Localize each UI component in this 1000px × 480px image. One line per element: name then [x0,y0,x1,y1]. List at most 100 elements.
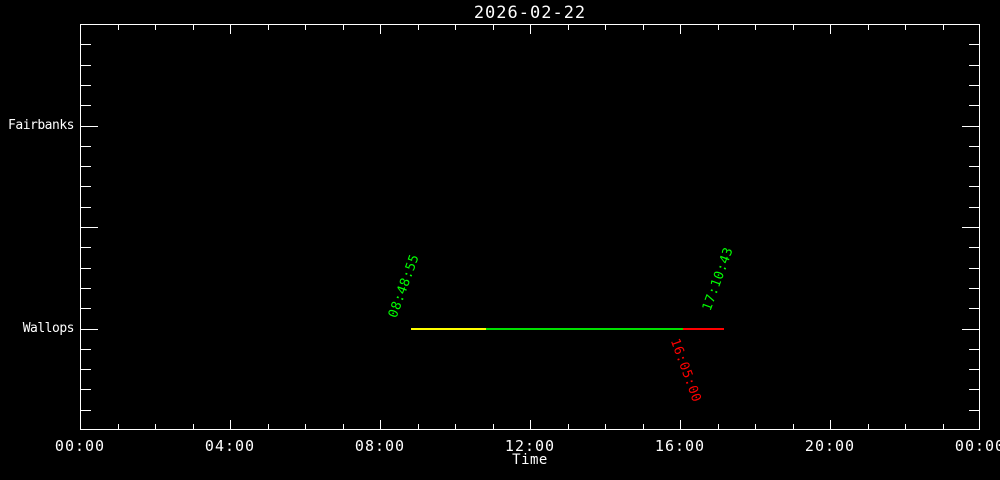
y-minor-tick [969,105,979,106]
y-major-tick [962,126,979,127]
x-minor-tick [755,25,756,30]
y-major-tick [81,126,98,127]
x-minor-tick [418,424,419,429]
y-minor-tick [969,389,979,390]
y-minor-tick [81,85,91,86]
x-minor-tick [418,25,419,30]
x-minor-tick [193,25,194,30]
x-minor-tick [118,424,119,429]
y-category-label-fairbanks: Fairbanks [8,117,74,133]
y-minor-tick [969,85,979,86]
plot-area [80,24,980,430]
x-major-tick [230,420,231,429]
x-minor-tick [905,25,906,30]
pass-segment [486,328,684,330]
x-major-tick [680,420,681,429]
y-minor-tick [81,207,91,208]
y-major-tick [81,227,98,228]
x-axis-title: Time [512,452,548,468]
x-minor-tick [793,424,794,429]
y-minor-tick [969,186,979,187]
x-major-tick [530,25,531,34]
x-minor-tick [493,25,494,30]
y-minor-tick [81,389,91,390]
y-minor-tick [81,44,91,45]
x-tick-label: 00:00 [954,437,1000,455]
x-major-tick [830,25,831,34]
y-minor-tick [81,105,91,106]
y-minor-tick [81,369,91,370]
x-minor-tick [605,25,606,30]
plot-title: 2026-02-22 [473,3,587,23]
x-minor-tick [643,25,644,30]
x-minor-tick [305,424,306,429]
x-minor-tick [343,424,344,429]
x-minor-tick [793,25,794,30]
y-minor-tick [969,410,979,411]
x-minor-tick [868,25,869,30]
x-tick-label: 04:00 [204,437,256,455]
x-major-tick [380,420,381,429]
y-minor-tick [81,186,91,187]
y-category-label-wallops: Wallops [22,320,75,336]
x-minor-tick [643,424,644,429]
x-tick-label: 00:00 [54,437,106,455]
y-major-tick [962,329,979,330]
x-minor-tick [718,25,719,30]
x-major-tick [830,420,831,429]
x-minor-tick [755,424,756,429]
x-tick-label: 12:00 [504,437,556,455]
x-minor-tick [155,25,156,30]
pass-segment [683,328,725,330]
y-minor-tick [969,349,979,350]
x-tick-label: 20:00 [804,437,856,455]
y-minor-tick [969,247,979,248]
y-minor-tick [81,146,91,147]
x-minor-tick [305,25,306,30]
x-minor-tick [455,25,456,30]
y-minor-tick [81,349,91,350]
x-minor-tick [118,25,119,30]
y-minor-tick [969,207,979,208]
x-minor-tick [868,424,869,429]
y-minor-tick [969,166,979,167]
x-minor-tick [268,424,269,429]
y-minor-tick [969,146,979,147]
x-minor-tick [268,25,269,30]
x-tick-label: 16:00 [654,437,706,455]
y-major-tick [962,227,979,228]
x-major-tick [530,420,531,429]
x-minor-tick [568,25,569,30]
y-minor-tick [969,369,979,370]
y-minor-tick [969,308,979,309]
y-minor-tick [81,166,91,167]
x-major-tick [680,25,681,34]
x-minor-tick [568,424,569,429]
y-minor-tick [81,268,91,269]
pass-segment [410,328,487,330]
y-minor-tick [969,268,979,269]
x-minor-tick [943,25,944,30]
x-minor-tick [943,424,944,429]
y-minor-tick [81,288,91,289]
x-minor-tick [455,424,456,429]
y-minor-tick [81,410,91,411]
y-minor-tick [81,308,91,309]
y-minor-tick [81,65,91,66]
x-minor-tick [605,424,606,429]
x-major-tick [230,25,231,34]
x-minor-tick [155,424,156,429]
x-major-tick [380,25,381,34]
x-minor-tick [718,424,719,429]
y-minor-tick [969,288,979,289]
x-minor-tick [905,424,906,429]
y-minor-tick [969,65,979,66]
y-minor-tick [81,247,91,248]
x-minor-tick [493,424,494,429]
y-minor-tick [969,44,979,45]
x-minor-tick [193,424,194,429]
x-minor-tick [343,25,344,30]
y-major-tick [81,329,98,330]
x-tick-label: 08:00 [354,437,406,455]
